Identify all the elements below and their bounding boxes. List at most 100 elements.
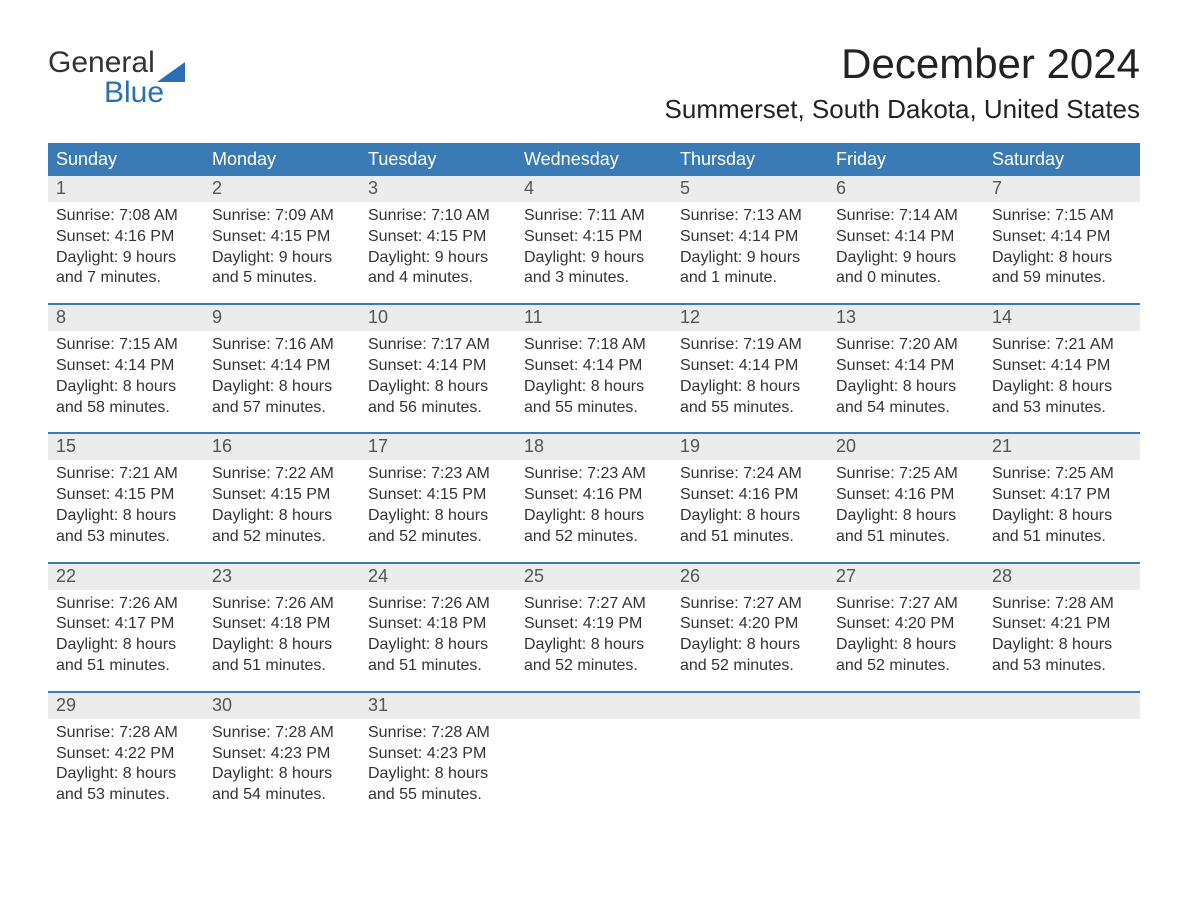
day-content <box>828 719 984 799</box>
daylight-line-1: Daylight: 8 hours <box>836 635 976 656</box>
day-content: Sunrise: 7:21 AMSunset: 4:14 PMDaylight:… <box>984 331 1140 418</box>
day-number: 28 <box>984 564 1140 590</box>
sunset-text: Sunset: 4:15 PM <box>56 485 196 506</box>
day-content: Sunrise: 7:10 AMSunset: 4:15 PMDaylight:… <box>360 202 516 289</box>
day-number: 16 <box>204 434 360 460</box>
daylight-line-2: and 53 minutes. <box>56 527 196 548</box>
calendar-day: 25Sunrise: 7:27 AMSunset: 4:19 PMDayligh… <box>516 564 672 685</box>
sunrise-text: Sunrise: 7:26 AM <box>368 594 508 615</box>
daylight-line-2: and 7 minutes. <box>56 268 196 289</box>
daylight-line-2: and 51 minutes. <box>992 527 1132 548</box>
day-number: 23 <box>204 564 360 590</box>
day-number: 6 <box>828 176 984 202</box>
calendar-day: 9Sunrise: 7:16 AMSunset: 4:14 PMDaylight… <box>204 305 360 426</box>
sunrise-text: Sunrise: 7:15 AM <box>992 206 1132 227</box>
sunrise-text: Sunrise: 7:21 AM <box>56 464 196 485</box>
calendar-day: 15Sunrise: 7:21 AMSunset: 4:15 PMDayligh… <box>48 434 204 555</box>
sunset-text: Sunset: 4:14 PM <box>836 227 976 248</box>
day-content: Sunrise: 7:24 AMSunset: 4:16 PMDaylight:… <box>672 460 828 547</box>
day-number: 17 <box>360 434 516 460</box>
sunrise-text: Sunrise: 7:28 AM <box>212 723 352 744</box>
calendar-day: 2Sunrise: 7:09 AMSunset: 4:15 PMDaylight… <box>204 176 360 297</box>
day-number: 22 <box>48 564 204 590</box>
daylight-line-1: Daylight: 9 hours <box>680 248 820 269</box>
location-subtitle: Summerset, South Dakota, United States <box>665 94 1140 125</box>
day-content: Sunrise: 7:19 AMSunset: 4:14 PMDaylight:… <box>672 331 828 418</box>
sunrise-text: Sunrise: 7:24 AM <box>680 464 820 485</box>
calendar-day: 30Sunrise: 7:28 AMSunset: 4:23 PMDayligh… <box>204 693 360 814</box>
day-number: 29 <box>48 693 204 719</box>
sunrise-text: Sunrise: 7:28 AM <box>368 723 508 744</box>
daylight-line-2: and 5 minutes. <box>212 268 352 289</box>
calendar-day <box>828 693 984 814</box>
daylight-line-1: Daylight: 8 hours <box>212 764 352 785</box>
sunset-text: Sunset: 4:23 PM <box>368 744 508 765</box>
sunset-text: Sunset: 4:20 PM <box>680 614 820 635</box>
sunset-text: Sunset: 4:17 PM <box>56 614 196 635</box>
day-number: 4 <box>516 176 672 202</box>
day-content: Sunrise: 7:27 AMSunset: 4:19 PMDaylight:… <box>516 590 672 677</box>
daylight-line-2: and 53 minutes. <box>992 656 1132 677</box>
day-content: Sunrise: 7:23 AMSunset: 4:15 PMDaylight:… <box>360 460 516 547</box>
daylight-line-1: Daylight: 9 hours <box>836 248 976 269</box>
calendar-day: 10Sunrise: 7:17 AMSunset: 4:14 PMDayligh… <box>360 305 516 426</box>
calendar-header-row: Sunday Monday Tuesday Wednesday Thursday… <box>48 143 1140 176</box>
sunset-text: Sunset: 4:14 PM <box>680 227 820 248</box>
sunset-text: Sunset: 4:14 PM <box>992 227 1132 248</box>
day-number <box>516 693 672 719</box>
day-number: 1 <box>48 176 204 202</box>
sunrise-text: Sunrise: 7:21 AM <box>992 335 1132 356</box>
day-number <box>828 693 984 719</box>
page-title: December 2024 <box>665 40 1140 88</box>
day-number: 26 <box>672 564 828 590</box>
calendar-day: 26Sunrise: 7:27 AMSunset: 4:20 PMDayligh… <box>672 564 828 685</box>
daylight-line-1: Daylight: 8 hours <box>56 764 196 785</box>
day-number: 3 <box>360 176 516 202</box>
day-content: Sunrise: 7:17 AMSunset: 4:14 PMDaylight:… <box>360 331 516 418</box>
sunrise-text: Sunrise: 7:10 AM <box>368 206 508 227</box>
daylight-line-1: Daylight: 8 hours <box>56 635 196 656</box>
calendar-day: 19Sunrise: 7:24 AMSunset: 4:16 PMDayligh… <box>672 434 828 555</box>
daylight-line-2: and 52 minutes. <box>368 527 508 548</box>
sunrise-text: Sunrise: 7:27 AM <box>836 594 976 615</box>
day-content: Sunrise: 7:26 AMSunset: 4:17 PMDaylight:… <box>48 590 204 677</box>
sunrise-text: Sunrise: 7:17 AM <box>368 335 508 356</box>
logo-word-1: General <box>48 48 155 78</box>
sunset-text: Sunset: 4:14 PM <box>212 356 352 377</box>
day-number <box>672 693 828 719</box>
sunset-text: Sunset: 4:15 PM <box>524 227 664 248</box>
sunset-text: Sunset: 4:15 PM <box>212 485 352 506</box>
day-number: 14 <box>984 305 1140 331</box>
daylight-line-1: Daylight: 8 hours <box>680 377 820 398</box>
sunset-text: Sunset: 4:16 PM <box>680 485 820 506</box>
sunrise-text: Sunrise: 7:27 AM <box>680 594 820 615</box>
sunrise-text: Sunrise: 7:23 AM <box>524 464 664 485</box>
sunrise-text: Sunrise: 7:20 AM <box>836 335 976 356</box>
sunset-text: Sunset: 4:14 PM <box>524 356 664 377</box>
sunset-text: Sunset: 4:15 PM <box>368 485 508 506</box>
page-header: General Blue December 2024 Summerset, So… <box>48 40 1140 125</box>
day-content: Sunrise: 7:20 AMSunset: 4:14 PMDaylight:… <box>828 331 984 418</box>
daylight-line-1: Daylight: 8 hours <box>212 377 352 398</box>
day-content: Sunrise: 7:28 AMSunset: 4:23 PMDaylight:… <box>360 719 516 806</box>
sunset-text: Sunset: 4:23 PM <box>212 744 352 765</box>
day-content: Sunrise: 7:09 AMSunset: 4:15 PMDaylight:… <box>204 202 360 289</box>
day-number: 12 <box>672 305 828 331</box>
daylight-line-2: and 52 minutes. <box>680 656 820 677</box>
calendar-day: 21Sunrise: 7:25 AMSunset: 4:17 PMDayligh… <box>984 434 1140 555</box>
sunset-text: Sunset: 4:22 PM <box>56 744 196 765</box>
daylight-line-2: and 56 minutes. <box>368 398 508 419</box>
daylight-line-2: and 51 minutes. <box>368 656 508 677</box>
daylight-line-2: and 55 minutes. <box>524 398 664 419</box>
calendar-day <box>516 693 672 814</box>
day-number: 18 <box>516 434 672 460</box>
daylight-line-1: Daylight: 8 hours <box>836 377 976 398</box>
day-number: 31 <box>360 693 516 719</box>
daylight-line-2: and 53 minutes. <box>56 785 196 806</box>
calendar-day: 12Sunrise: 7:19 AMSunset: 4:14 PMDayligh… <box>672 305 828 426</box>
day-number: 19 <box>672 434 828 460</box>
daylight-line-1: Daylight: 9 hours <box>212 248 352 269</box>
daylight-line-1: Daylight: 8 hours <box>212 506 352 527</box>
calendar-day: 20Sunrise: 7:25 AMSunset: 4:16 PMDayligh… <box>828 434 984 555</box>
daylight-line-2: and 55 minutes. <box>368 785 508 806</box>
